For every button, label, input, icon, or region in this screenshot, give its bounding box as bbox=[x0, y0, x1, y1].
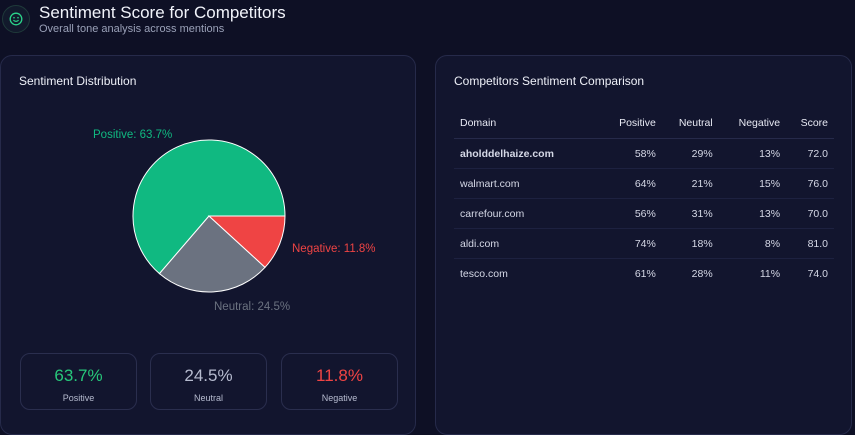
neutral-cell: 31% bbox=[661, 198, 719, 229]
score-cell: 76.0 bbox=[786, 168, 834, 199]
pie-slice-neutral bbox=[158, 215, 266, 293]
domain-cell[interactable]: tesco.com bbox=[460, 267, 508, 280]
page-title: Sentiment Score for Competitors bbox=[39, 3, 286, 22]
column-header-neutral: Neutral bbox=[661, 108, 719, 139]
stat-card-neutral: 24.5% Neutral bbox=[150, 353, 267, 410]
score-cell: 81.0 bbox=[786, 228, 834, 259]
stat-label-positive: Positive bbox=[62, 393, 95, 403]
domain-cell[interactable]: aldi.com bbox=[454, 228, 601, 259]
page-header: Sentiment Score for Competitors Overall … bbox=[0, 0, 855, 44]
table-row: aldi.com 74% 18% 8% 81.0 bbox=[454, 228, 834, 259]
stat-card-positive: 63.7% Positive bbox=[20, 353, 137, 410]
card-title: Competitors Sentiment Comparison bbox=[454, 74, 645, 88]
stat-value-negative: 11.8% bbox=[316, 366, 363, 385]
pie-label-positive: Positive: 63.7% bbox=[93, 129, 173, 141]
neutral-cell: 28% bbox=[691, 267, 713, 280]
negative-cell: 13% bbox=[718, 198, 787, 229]
negative-cell: 11% bbox=[759, 267, 781, 280]
comparison-table: Domain Positive Neutral Negative Score a… bbox=[454, 108, 834, 288]
column-header-positive: Positive bbox=[601, 108, 662, 139]
domain-cell[interactable]: carrefour.com bbox=[454, 198, 601, 229]
negative-cell: 13% bbox=[718, 138, 787, 169]
stat-value-positive: 63.7% bbox=[54, 366, 103, 385]
domain-cell[interactable]: walmart.com bbox=[454, 168, 601, 199]
neutral-cell: 21% bbox=[661, 168, 719, 199]
sentiment-pie-chart bbox=[132, 139, 286, 293]
smiley-icon bbox=[2, 5, 30, 33]
table-row: walmart.com 64% 21% 15% 76.0 bbox=[454, 168, 834, 199]
table-row: tesco.com 61% 28% 11% 74.0 bbox=[454, 259, 834, 289]
score-cell: 70.0 bbox=[786, 198, 834, 229]
competitors-comparison-card: Competitors Sentiment Comparison Domain … bbox=[435, 55, 852, 435]
pie-slice-negative bbox=[207, 215, 286, 269]
pie-label-neutral: Neutral: 24.5% bbox=[214, 301, 291, 313]
stat-card-negative: 11.8% Negative bbox=[281, 353, 398, 410]
pie-slice-positive bbox=[132, 139, 286, 275]
negative-cell: 8% bbox=[718, 228, 787, 259]
positive-cell: 64% bbox=[601, 168, 662, 199]
neutral-cell: 29% bbox=[661, 138, 719, 169]
table-header-row: Domain Positive Neutral Negative Score bbox=[454, 108, 834, 139]
positive-cell: 56% bbox=[601, 198, 662, 229]
stat-label-negative: Negative bbox=[321, 393, 358, 403]
column-header-negative: Negative bbox=[718, 108, 787, 139]
stat-value-neutral: 24.5% bbox=[184, 366, 233, 385]
score-cell: 72.0 bbox=[786, 138, 834, 169]
sentiment-distribution-card: Sentiment Distribution Positive: 63.7% N… bbox=[0, 55, 416, 435]
positive-cell: 61% bbox=[634, 267, 656, 280]
stat-label-neutral: Neutral bbox=[193, 393, 223, 403]
table-row: carrefour.com 56% 31% 13% 70.0 bbox=[454, 198, 834, 229]
card-title: Sentiment Distribution bbox=[19, 74, 137, 88]
neutral-cell: 18% bbox=[661, 228, 719, 259]
column-header-domain: Domain bbox=[454, 108, 601, 139]
table-row: aholddelhaize.com 58% 29% 13% 72.0 bbox=[454, 138, 834, 169]
domain-cell[interactable]: aholddelhaize.com bbox=[454, 138, 601, 169]
column-header-score: Score bbox=[786, 108, 834, 139]
score-cell: 74.0 bbox=[807, 267, 828, 280]
positive-cell: 74% bbox=[601, 228, 662, 259]
negative-cell: 15% bbox=[718, 168, 787, 199]
pie-label-negative: Negative: 11.8% bbox=[292, 243, 376, 255]
positive-cell: 58% bbox=[601, 138, 662, 169]
page-subtitle: Overall tone analysis across mentions bbox=[39, 23, 225, 35]
